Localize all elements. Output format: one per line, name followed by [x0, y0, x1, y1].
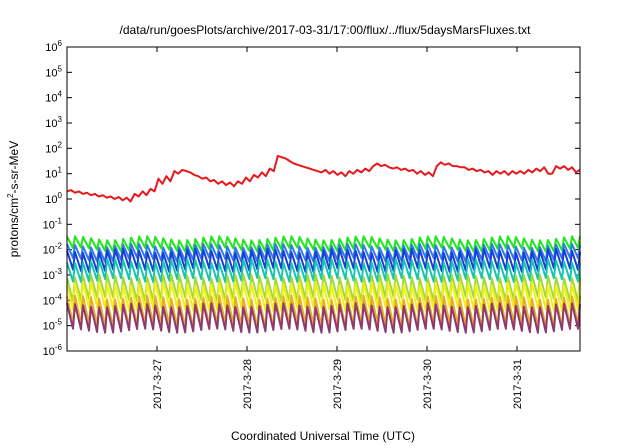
x-tick-label: 2017-3-27 — [152, 359, 164, 409]
series-line-3 — [66, 242, 581, 263]
series-line-5 — [66, 258, 581, 284]
y-axis: 10-6 10-5 10-4 10-3 10-2 10-1 100 101 102 103 104 1… — [43, 39, 580, 358]
x-tick-label: 2017-3-29 — [332, 359, 344, 409]
y-axis-label: protons/cm2-s-sr-MeV — [6, 141, 21, 257]
y-tick-label: 10-2 — [43, 242, 63, 257]
x-tick-label: 2017-3-31 — [512, 359, 524, 409]
plot-frame — [66, 46, 581, 352]
y-tick-label: 102 — [45, 140, 62, 155]
series-line-7 — [66, 280, 581, 313]
series-line-2 — [66, 235, 581, 253]
series-line-1 — [66, 154, 581, 203]
x-tick-label: 2017-3-28 — [242, 359, 254, 409]
y-tick-label: 10-6 — [43, 343, 63, 358]
series-line-4 — [66, 247, 581, 273]
y-tick-label: 10-4 — [43, 292, 63, 307]
y-tick-label: 103 — [45, 115, 62, 130]
x-axis: 2017-3-27 2017-3-28 2017-3-29 2017-3-30 2017… — [152, 47, 524, 409]
y-tick-label: 101 — [45, 166, 62, 181]
y-tick-label: 100 — [45, 191, 62, 206]
x-axis-label: Coordinated Universal Time (UTC) — [231, 429, 415, 443]
y-tick-label: 10-5 — [43, 318, 63, 333]
y-tick-label: 10-3 — [43, 267, 63, 282]
plot-area — [66, 154, 581, 334]
chart-title: /data/run/goesPlots/archive/2017-03-31/1… — [120, 23, 532, 37]
y-tick-label: 106 — [45, 39, 62, 54]
y-tick-label: 104 — [45, 90, 62, 105]
series-line-9 — [66, 302, 581, 334]
y-tick-label: 10-1 — [43, 216, 63, 231]
y-tick-label: 105 — [45, 64, 62, 79]
x-tick-label: 2017-3-30 — [422, 359, 434, 409]
